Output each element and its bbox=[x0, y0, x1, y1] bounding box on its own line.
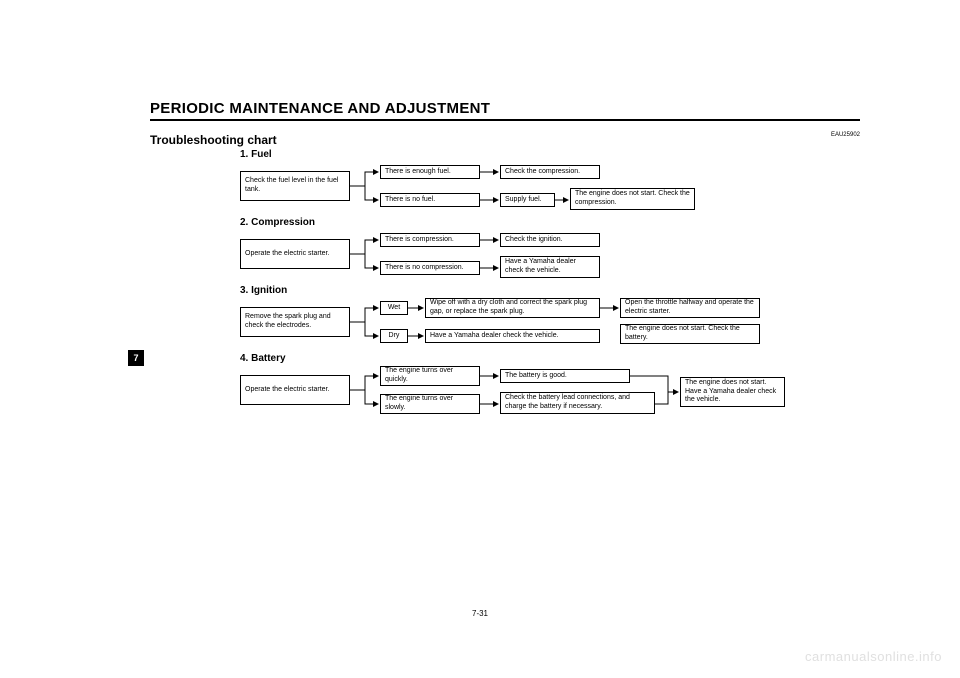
bat-start: Operate the electric starter. bbox=[240, 375, 350, 405]
bat-no-start: The engine does not start. Have a Yamaha… bbox=[680, 377, 785, 407]
comp-dealer: Have a Yamaha dealer check the vehicle. bbox=[500, 256, 600, 278]
row-compression: 2. Compression Operate the electric star… bbox=[150, 231, 860, 277]
header-bar: PERIODIC MAINTENANCE AND ADJUSTMENT bbox=[150, 100, 860, 121]
bat-check-leads: Check the battery lead connections, and … bbox=[500, 392, 655, 414]
fuel-start: Check the fuel level in the fuel tank. bbox=[240, 171, 350, 201]
fuel-no-start: The engine does not start. Check the com… bbox=[570, 188, 695, 210]
row-battery: 4. Battery Operate the electric starter.… bbox=[150, 367, 860, 413]
fuel-none: There is no fuel. bbox=[380, 193, 480, 207]
ign-no-start: The engine does not start. Check the bat… bbox=[620, 324, 760, 344]
fuel-enough: There is enough fuel. bbox=[380, 165, 480, 179]
ign-wipe: Wipe off with a dry cloth and correct th… bbox=[425, 298, 600, 318]
comp-no: There is no compression. bbox=[380, 261, 480, 275]
bat-slow: The engine turns over slowly. bbox=[380, 394, 480, 414]
comp-check-ign: Check the ignition. bbox=[500, 233, 600, 247]
chapter-tab: 7 bbox=[128, 350, 144, 366]
row-ignition: 3. Ignition Remove the spark plug and ch… bbox=[150, 299, 860, 345]
bat-good: The battery is good. bbox=[500, 369, 630, 383]
ign-dealer: Have a Yamaha dealer check the vehicle. bbox=[425, 329, 600, 343]
row-title-fuel: 1. Fuel bbox=[240, 149, 272, 160]
page-number: 7-31 bbox=[472, 609, 488, 618]
fuel-check-comp: Check the compression. bbox=[500, 165, 600, 179]
comp-start: Operate the electric starter. bbox=[240, 239, 350, 269]
page-title: PERIODIC MAINTENANCE AND ADJUSTMENT bbox=[150, 100, 860, 117]
fuel-supply: Supply fuel. bbox=[500, 193, 555, 207]
row-title-comp: 2. Compression bbox=[240, 217, 315, 228]
section-title: Troubleshooting chart bbox=[150, 133, 860, 147]
watermark: carmanualsonline.info bbox=[805, 649, 942, 664]
row-title-bat: 4. Battery bbox=[240, 353, 286, 364]
ign-wet: Wet bbox=[380, 301, 408, 315]
ign-dry: Dry bbox=[380, 329, 408, 343]
ign-throttle: Open the throttle halfway and operate th… bbox=[620, 298, 760, 318]
bat-quick: The engine turns over quickly. bbox=[380, 366, 480, 386]
comp-yes: There is compression. bbox=[380, 233, 480, 247]
row-title-ign: 3. Ignition bbox=[240, 285, 287, 296]
troubleshooting-chart: 1. Fuel Check the fuel level in the fuel… bbox=[150, 163, 860, 413]
page: PERIODIC MAINTENANCE AND ADJUSTMENT EAU2… bbox=[150, 100, 860, 435]
row-fuel: 1. Fuel Check the fuel level in the fuel… bbox=[150, 163, 860, 209]
doc-code: EAU25902 bbox=[831, 132, 860, 138]
ign-start: Remove the spark plug and check the elec… bbox=[240, 307, 350, 337]
